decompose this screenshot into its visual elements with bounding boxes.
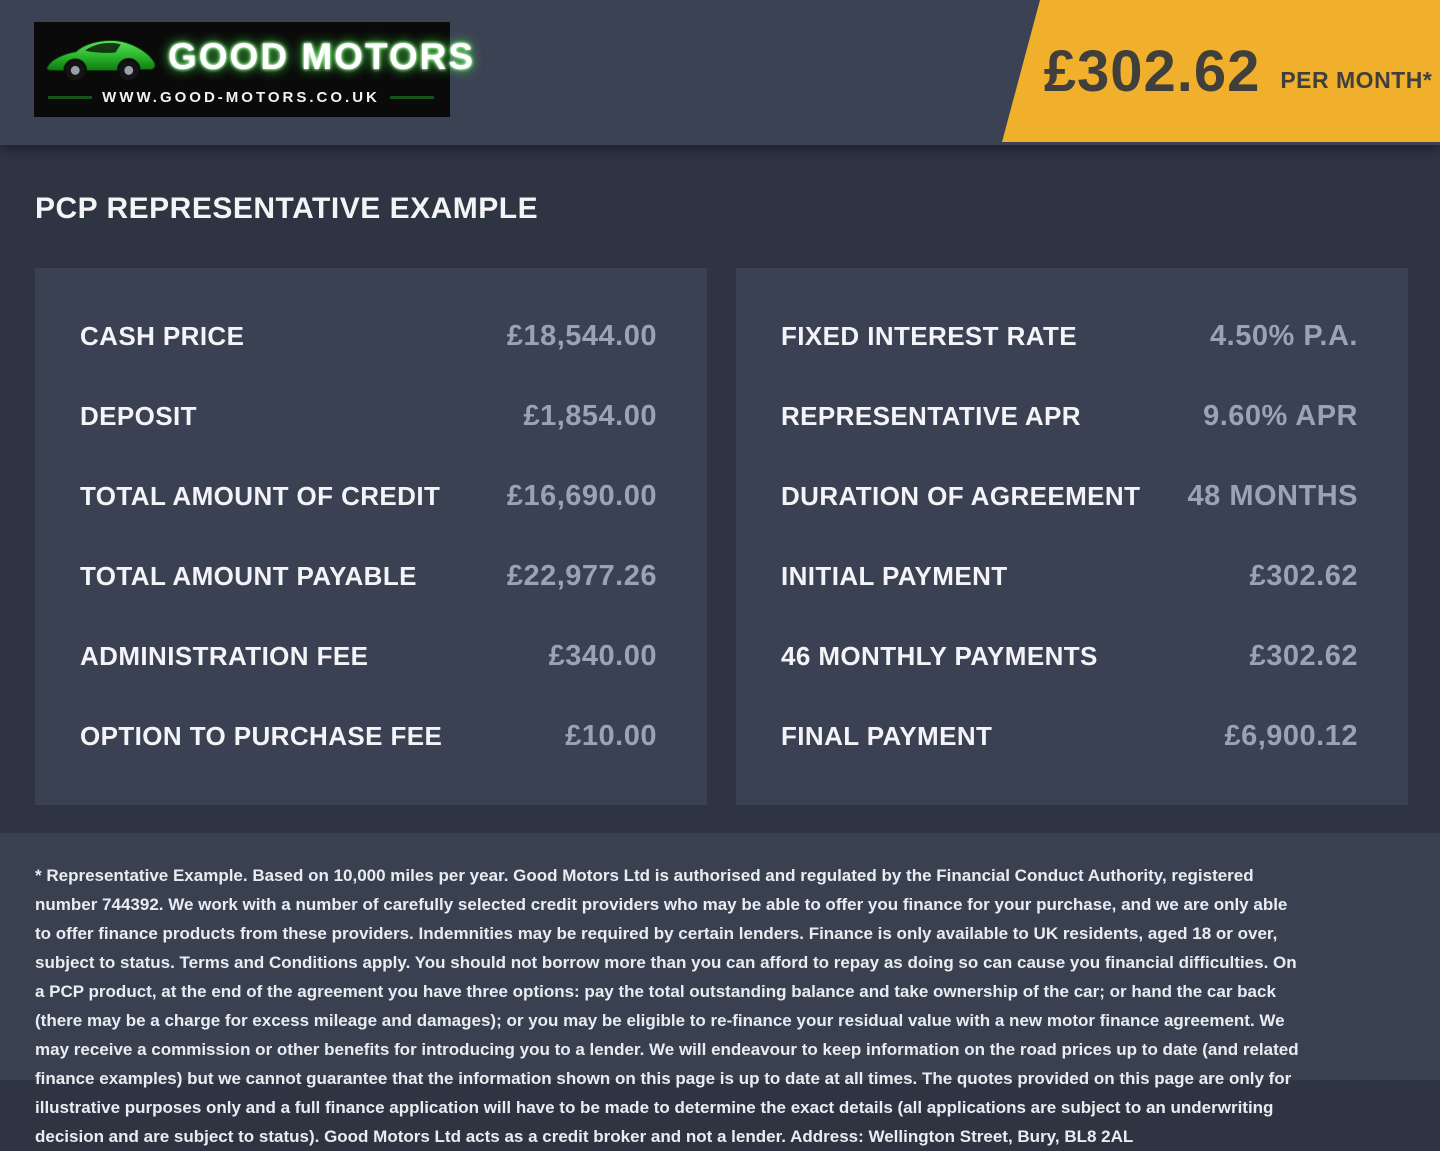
finance-row-total-payable: TOTAL AMOUNT PAYABLE £22,977.26 [80,560,657,593]
monthly-price-banner: £302.62 PER MONTH* [1002,0,1440,142]
row-label: 46 MONTHLY PAYMENTS [781,641,1098,671]
finance-panel-left: CASH PRICE £18,544.00 DEPOSIT £1,854.00 … [35,268,707,805]
finance-row-monthly-payments: 46 MONTHLY PAYMENTS £302.62 [781,640,1358,673]
finance-row-final-payment: FINAL PAYMENT £6,900.12 [781,720,1358,753]
row-label: TOTAL AMOUNT OF CREDIT [80,481,441,511]
logo-website-row: WWW.GOOD-MOTORS.CO.UK [44,86,438,108]
logo-divider-left [48,95,93,99]
row-value: 9.60% APR [1203,400,1358,432]
finance-row-admin-fee: ADMINISTRATION FEE £340.00 [80,640,657,673]
row-label: FINAL PAYMENT [781,721,993,751]
row-value: 4.50% P.A. [1210,320,1358,352]
page-title: PCP REPRESENTATIVE EXAMPLE [35,192,539,225]
finance-row-option-fee: OPTION TO PURCHASE FEE £10.00 [80,720,657,753]
row-value: 48 MONTHS [1187,480,1358,512]
monthly-price-amount: £302.62 [1043,38,1261,104]
row-label: DEPOSIT [80,401,197,431]
finance-row-cash-price: CASH PRICE £18,544.00 [80,320,657,353]
green-car-icon [46,40,156,81]
row-label: REPRESENTATIVE APR [781,401,1081,431]
row-value: £302.62 [1249,640,1358,672]
finance-row-interest-rate: FIXED INTEREST RATE 4.50% P.A. [781,320,1358,353]
row-value: £22,977.26 [506,560,657,592]
logo-top-row: GOOD MOTORS [44,28,473,86]
finance-row-total-credit: TOTAL AMOUNT OF CREDIT £16,690.00 [80,480,657,513]
row-value: £340.00 [548,640,657,672]
finance-row-initial-payment: INITIAL PAYMENT £302.62 [781,560,1358,593]
row-value: £1,854.00 [523,400,657,432]
finance-row-duration: DURATION OF AGREEMENT 48 MONTHS [781,480,1358,513]
finance-panel-right: FIXED INTEREST RATE 4.50% P.A. REPRESENT… [736,268,1408,805]
row-label: FIXED INTEREST RATE [781,321,1078,351]
row-value: £16,690.00 [506,480,657,512]
row-label: CASH PRICE [80,321,245,351]
row-label: INITIAL PAYMENT [781,561,1008,591]
row-value: £302.62 [1249,560,1358,592]
brand-website: WWW.GOOD-MOTORS.CO.UK [102,88,380,106]
row-label: OPTION TO PURCHASE FEE [80,721,443,751]
logo-divider-right [389,95,435,99]
finance-row-apr: REPRESENTATIVE APR 9.60% APR [781,400,1358,433]
row-value: £18,544.00 [506,320,657,352]
footer-band: * Representative Example. Based on 10,00… [0,833,1440,1146]
brand-name: GOOD MOTORS [168,36,476,77]
dealer-logo: GOOD MOTORS WWW.GOOD-MOTORS.CO.UK [34,22,473,117]
row-label: DURATION OF AGREEMENT [781,481,1141,511]
finance-row-deposit: DEPOSIT £1,854.00 [80,400,657,433]
monthly-price-period: PER MONTH* [1280,66,1433,93]
row-label: TOTAL AMOUNT PAYABLE [80,561,417,591]
row-value: £10.00 [565,720,657,752]
row-value: £6,900.12 [1224,720,1358,752]
disclaimer-text: * Representative Example. Based on 10,00… [35,866,1299,1146]
row-label: ADMINISTRATION FEE [80,641,369,671]
